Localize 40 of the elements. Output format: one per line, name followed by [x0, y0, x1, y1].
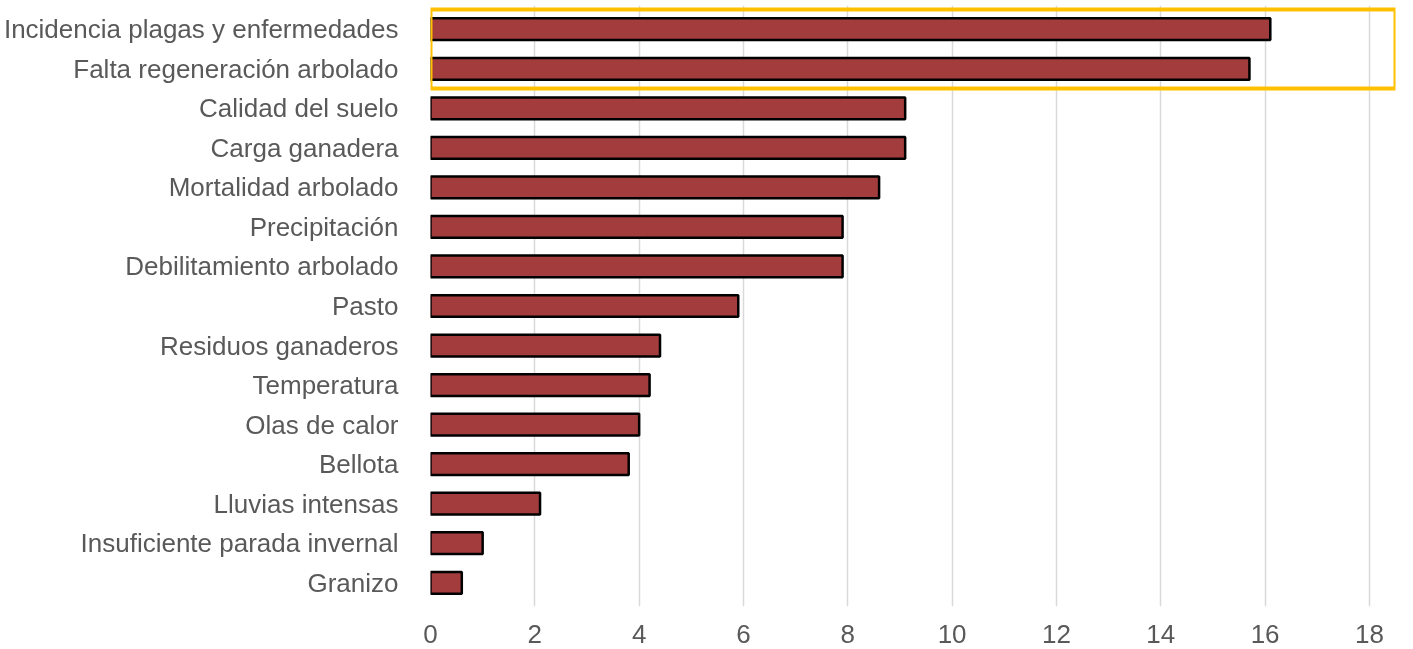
y-tick-label: Lluvias intensas — [213, 488, 399, 519]
y-tick-label: Mortalidad arbolado — [168, 172, 399, 203]
x-tick-label: 6 — [736, 618, 751, 649]
bar — [430, 214, 844, 240]
x-tick-label: 10 — [937, 618, 967, 649]
y-tick-label: Residuos ganaderos — [160, 330, 399, 361]
x-tick-label: 14 — [1146, 618, 1176, 649]
x-tick-label: 0 — [423, 618, 438, 649]
bar — [430, 56, 1251, 81]
bar — [430, 570, 464, 595]
bar — [430, 531, 484, 556]
y-tick-label: Bellota — [319, 449, 400, 480]
bar — [430, 254, 844, 279]
y-tick-label: Carga ganadera — [210, 132, 400, 163]
y-tick-label: Granizo — [307, 567, 399, 598]
y-tick-label: Precipitación — [249, 211, 399, 242]
y-tick-label: Falta regeneración arbolado — [73, 53, 399, 84]
y-tick-label: Pasto — [332, 291, 399, 321]
x-tick-label: 16 — [1250, 618, 1280, 649]
x-tick-label: 2 — [527, 618, 543, 649]
bar — [430, 96, 907, 121]
x-tick-label: 12 — [1041, 618, 1071, 649]
x-tick-label: 8 — [840, 618, 856, 649]
bar — [430, 17, 1272, 42]
y-tick-label: Calidad del suelo — [199, 93, 399, 124]
bar — [430, 372, 651, 398]
y-tick-label: Olas de calor — [245, 409, 399, 440]
bar — [430, 412, 641, 437]
y-tick-label: Incidencia plagas y enfermedades — [3, 14, 399, 45]
y-tick-label: Debilitamiento arbolado — [125, 251, 399, 282]
y-tick-label: Insuficiente parada invernal — [80, 528, 399, 559]
bar — [430, 135, 907, 160]
y-tick-label: Temperatura — [252, 370, 400, 401]
bar — [430, 175, 881, 200]
bar — [430, 452, 630, 477]
x-tick-label: 4 — [631, 618, 647, 649]
bar — [430, 293, 740, 319]
x-tick-label: 18 — [1354, 618, 1384, 649]
bar — [430, 491, 542, 516]
bar — [430, 333, 662, 358]
